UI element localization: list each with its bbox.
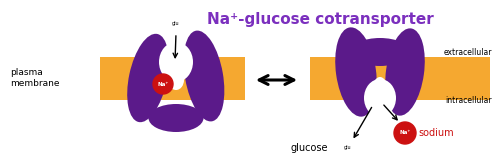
Ellipse shape: [149, 104, 204, 132]
Ellipse shape: [364, 79, 396, 117]
Ellipse shape: [335, 27, 377, 117]
Text: Na⁺: Na⁺: [157, 81, 169, 86]
Ellipse shape: [168, 70, 184, 90]
Text: Na⁺: Na⁺: [399, 131, 411, 136]
Circle shape: [394, 122, 416, 144]
Ellipse shape: [373, 77, 387, 99]
Text: glucose: glucose: [290, 143, 328, 153]
Text: intracellular: intracellular: [446, 95, 492, 104]
Text: Na⁺-glucose cotransporter: Na⁺-glucose cotransporter: [207, 12, 433, 27]
Circle shape: [339, 139, 357, 157]
Circle shape: [167, 14, 185, 32]
Text: glu: glu: [172, 20, 180, 25]
Ellipse shape: [184, 31, 225, 121]
Ellipse shape: [350, 38, 410, 66]
Bar: [310, 57, 490, 100]
Text: extracellular: extracellular: [444, 47, 492, 57]
Text: glu: glu: [344, 146, 352, 151]
Bar: [100, 57, 245, 100]
Ellipse shape: [127, 34, 169, 122]
Text: plasma
membrane: plasma membrane: [10, 68, 59, 88]
Ellipse shape: [159, 42, 193, 82]
Ellipse shape: [385, 28, 425, 116]
Text: sodium: sodium: [418, 128, 454, 138]
Circle shape: [153, 74, 173, 94]
